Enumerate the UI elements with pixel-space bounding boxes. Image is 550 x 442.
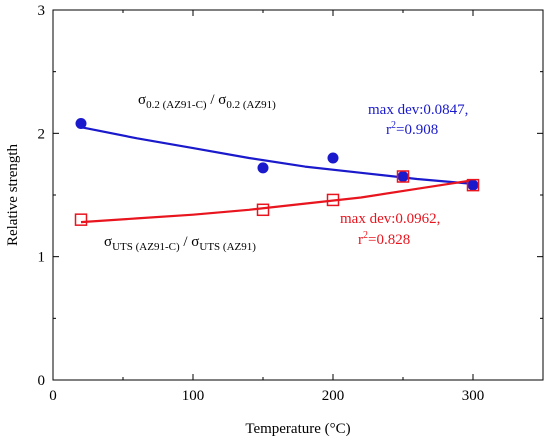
subscript: UTS (AZ91-C) xyxy=(112,241,180,253)
uts-data-point xyxy=(466,178,480,192)
plot-frame xyxy=(52,9,544,381)
uts-data-point xyxy=(326,193,340,207)
yield-data-point xyxy=(257,162,269,174)
uts-data-point xyxy=(256,203,270,217)
sigma-symbol: σ xyxy=(218,92,226,108)
superscript: 2 xyxy=(363,230,368,241)
fit-lines xyxy=(80,126,474,224)
x-tick-label: 0 xyxy=(49,388,57,404)
uts-ratio-label: σUTS (AZ91-C) / σUTS (AZ91) xyxy=(104,234,256,253)
uts-fit-line xyxy=(80,179,474,224)
x-tick-label: 300 xyxy=(462,388,485,404)
sigma-symbol: σ xyxy=(138,92,146,108)
sigma-symbol: σ xyxy=(104,234,112,250)
x-tick-label: 200 xyxy=(322,388,345,404)
uts-r2-text: r2=0.828 xyxy=(358,230,410,248)
yield-data-point xyxy=(467,179,479,191)
r-symbol: r xyxy=(386,122,391,138)
r2-value: =0.828 xyxy=(368,232,410,248)
slash: / xyxy=(207,92,219,108)
uts-data-point xyxy=(74,213,88,226)
yield-ratio-label: σ0.2 (AZ91-C) / σ0.2 (AZ91) xyxy=(138,92,276,111)
yield-maxdev-text: max dev:0.0847, xyxy=(368,102,468,118)
y-tick-label: 3 xyxy=(38,3,46,19)
subscript: 0.2 (AZ91) xyxy=(226,99,276,111)
slash: / xyxy=(180,234,192,250)
r-symbol: r xyxy=(358,232,363,248)
subscript: 0.2 (AZ91-C) xyxy=(146,99,207,111)
y-tick-label: 1 xyxy=(38,250,46,266)
uts-maxdev-text: max dev:0.0962, xyxy=(340,211,440,227)
axis-ticks: 0 100 200 300 0 1 2 3 xyxy=(38,3,543,404)
r2-value: =0.908 xyxy=(396,122,438,138)
uts-data-point xyxy=(396,170,410,183)
yield-r2-text: r2=0.908 xyxy=(386,120,438,138)
y-axis-label: Relative strength xyxy=(5,143,21,246)
yield-data-point xyxy=(327,152,339,164)
yield-data-point xyxy=(397,171,409,182)
yield-data-point xyxy=(75,117,87,129)
y-tick-label: 2 xyxy=(38,126,46,142)
sigma-symbol: σ xyxy=(191,234,199,250)
data-marks xyxy=(74,117,480,226)
x-tick-label: 100 xyxy=(182,388,205,404)
subscript: UTS (AZ91) xyxy=(199,241,256,253)
y-tick-label: 0 xyxy=(38,373,46,389)
x-axis-label: Temperature (°C) xyxy=(245,421,350,437)
superscript: 2 xyxy=(391,120,396,131)
